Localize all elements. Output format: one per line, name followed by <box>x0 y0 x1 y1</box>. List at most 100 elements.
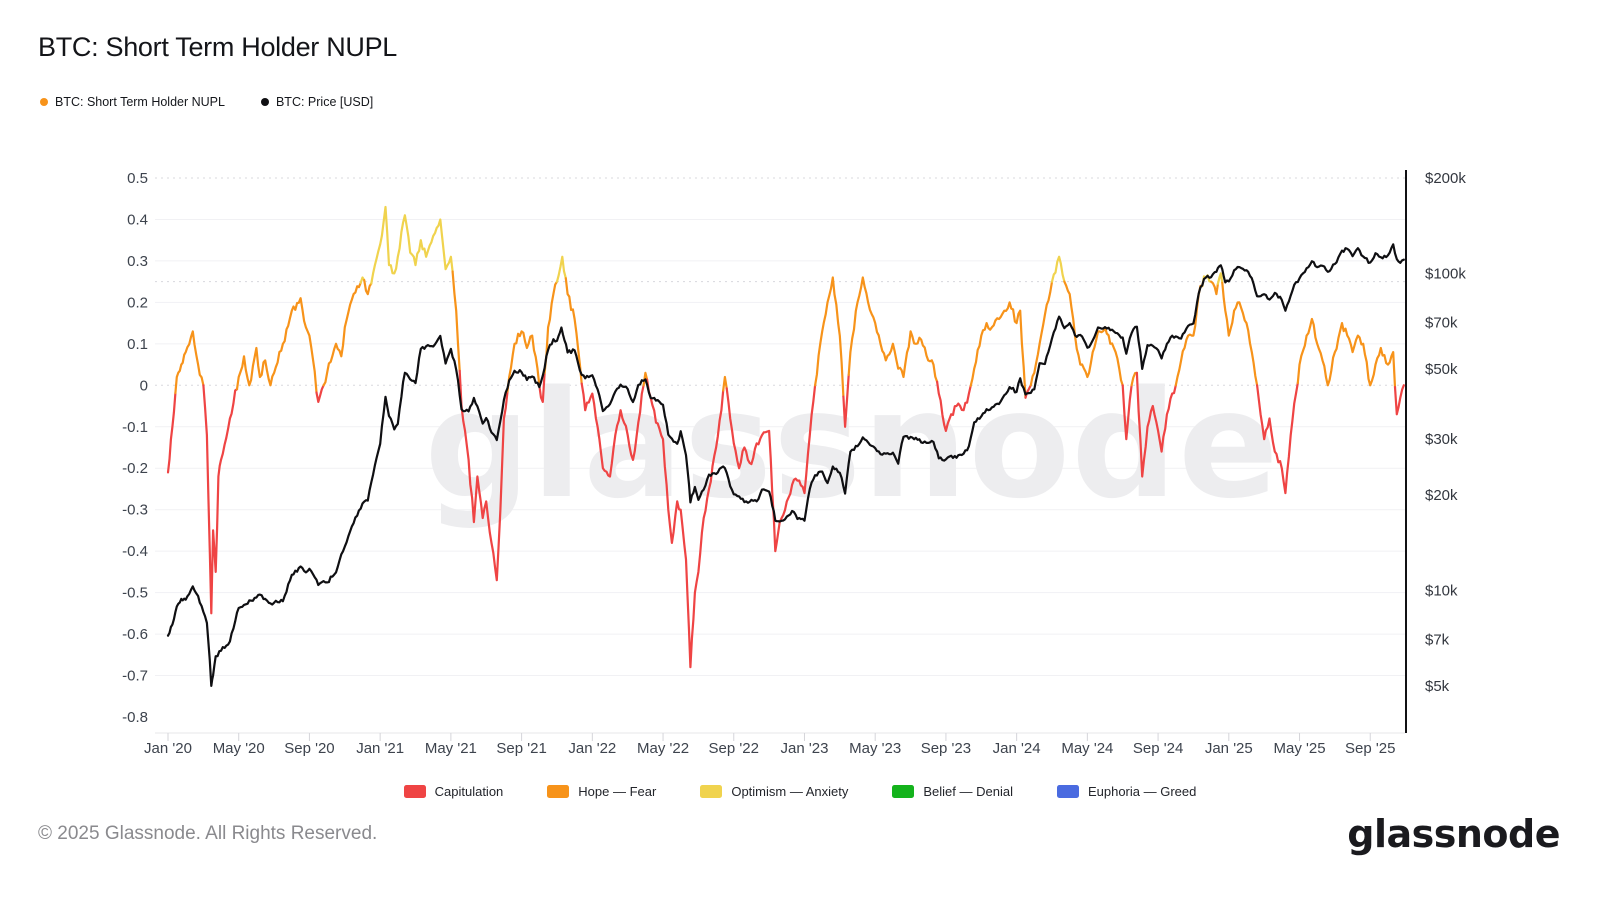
right-axis-tick-label: $50k <box>1425 361 1458 378</box>
band-legend-label: Belief — Denial <box>923 784 1013 799</box>
left-axis-tick-label: -0.3 <box>122 502 148 519</box>
x-axis-tick-label: Jan '25 <box>1205 740 1253 757</box>
glassnode-watermark-icon: glassnode <box>424 359 1279 531</box>
top-legend: BTC: Short Term Holder NUPL BTC: Price [… <box>40 95 373 109</box>
nupl-series-line <box>1216 272 1224 285</box>
band-swatch-icon <box>1056 785 1079 798</box>
top-legend-price-label: BTC: Price [USD] <box>275 95 374 109</box>
left-axis-tick-label: -0.7 <box>122 668 148 685</box>
right-axis-tick-label: $30k <box>1425 431 1458 448</box>
nupl-series-line <box>1029 280 1054 387</box>
copyright-text: © 2025 Glassnode. All Rights Reserved. <box>38 823 378 844</box>
price-series-line <box>166 243 1405 687</box>
right-axis-tick-label: $200k <box>1425 170 1466 187</box>
x-axis-tick-label: May '22 <box>637 740 689 757</box>
nupl-series-line <box>166 391 177 474</box>
nupl-series-line <box>506 330 541 393</box>
nupl-series-line <box>564 277 583 385</box>
left-axis-tick-label: 0.2 <box>127 294 148 311</box>
nupl-series-line <box>363 279 373 296</box>
nupl-series-line <box>1050 255 1066 283</box>
x-axis-tick-label: Sep '22 <box>709 740 759 757</box>
band-swatch-icon <box>700 785 723 798</box>
nupl-series-line <box>458 369 509 582</box>
band-legend-item-1[interactable]: Hope — Fear <box>547 784 656 799</box>
left-axis-tick-label: 0.5 <box>127 170 148 187</box>
band-legend-item-3[interactable]: Belief — Denial <box>892 784 1013 799</box>
x-axis-tick-label: Jan '24 <box>993 740 1041 757</box>
nupl-series-line <box>538 371 546 403</box>
glassnode-logo: glassnode <box>1347 812 1560 856</box>
nupl-series-line <box>451 270 461 372</box>
nupl-series-line <box>646 378 725 669</box>
band-swatch-icon <box>547 785 570 798</box>
top-legend-item-price[interactable]: BTC: Price [USD] <box>260 95 374 109</box>
right-axis-tick-label: $7k <box>1425 632 1450 649</box>
top-legend-item-nupl[interactable]: BTC: Short Term Holder NUPL <box>40 95 225 109</box>
right-axis-tick-label: $20k <box>1425 487 1458 504</box>
x-axis-tick-label: Jan '23 <box>781 740 829 757</box>
band-legend-item-4[interactable]: Euphoria — Greed <box>1056 784 1197 799</box>
x-axis-tick-label: May '24 <box>1061 740 1113 757</box>
nupl-series-line <box>1221 281 1259 387</box>
left-axis-tick-label: 0.1 <box>127 336 148 353</box>
nupl-series-line <box>842 373 850 428</box>
nupl-series-line <box>235 297 318 394</box>
nupl-series-line <box>202 384 239 615</box>
x-axis-tick-label: Sep '21 <box>496 740 546 757</box>
left-axis-tick-label: -0.5 <box>122 585 148 602</box>
band-legend-label: Capitulation <box>434 784 504 799</box>
nupl-series-line <box>1121 384 1133 441</box>
x-axis-tick-label: Sep '23 <box>921 740 971 757</box>
x-axis-tick-label: May '21 <box>425 740 477 757</box>
left-axis-tick-label: 0.4 <box>127 211 148 228</box>
right-axis-tick-label: $100k <box>1425 265 1466 282</box>
price-series-dot-icon <box>260 98 269 106</box>
x-axis-tick-label: Jan '22 <box>568 740 616 757</box>
x-axis-tick-label: Jan '20 <box>144 740 192 757</box>
x-axis-tick-label: May '20 <box>213 740 265 757</box>
nupl-series-line <box>969 301 1027 399</box>
x-axis-tick-label: May '23 <box>849 740 901 757</box>
nupl-series-line <box>725 384 817 553</box>
left-axis-tick-label: -0.2 <box>122 460 148 477</box>
nupl-series-line <box>580 382 645 478</box>
left-axis-tick-label: -0.4 <box>122 543 148 560</box>
band-legend-item-2[interactable]: Optimism — Anxiety <box>700 784 848 799</box>
nupl-series-line <box>370 205 454 285</box>
left-axis-tick-label: 0.3 <box>127 253 148 270</box>
right-axis-tick-label: $10k <box>1425 582 1458 599</box>
band-legend-label: Euphoria — Greed <box>1087 784 1197 799</box>
left-axis-tick-label: 0 <box>140 377 148 394</box>
x-axis-tick-label: Sep '24 <box>1133 740 1183 757</box>
nupl-series-line <box>1256 381 1299 495</box>
nupl-series-line <box>555 255 567 283</box>
page-title: BTC: Short Term Holder NUPL <box>38 32 398 62</box>
nupl-series-line <box>174 330 205 395</box>
band-legend-label: Hope — Fear <box>578 784 657 799</box>
nupl-series-line <box>722 375 728 392</box>
band-legend: Capitulation Hope — Fear Optimism — Anxiet… <box>0 784 1600 799</box>
x-axis-tick-label: Sep '20 <box>284 740 334 757</box>
band-swatch-icon <box>403 785 426 798</box>
nupl-series-line <box>1296 317 1397 389</box>
x-axis-tick-label: May '25 <box>1273 740 1325 757</box>
x-axis-tick-label: Jan '21 <box>356 740 404 757</box>
nupl-series-line <box>814 276 845 398</box>
band-swatch-icon <box>892 785 915 798</box>
nupl-series-line <box>543 280 559 375</box>
band-legend-label: Optimism — Anxiety <box>731 784 849 799</box>
nupl-series-dot-icon <box>40 98 48 106</box>
nupl-series-line <box>936 380 972 432</box>
right-axis-tick-label: $5k <box>1425 678 1450 695</box>
nupl-series-line <box>315 384 325 403</box>
right-axis-tick-label: $70k <box>1425 315 1458 332</box>
nupl-series-line <box>322 281 362 387</box>
left-axis-tick-label: -0.8 <box>122 709 148 726</box>
x-axis-tick-label: Sep '25 <box>1345 740 1395 757</box>
band-legend-item-0[interactable]: Capitulation <box>403 784 504 799</box>
nupl-series-line <box>847 276 939 383</box>
left-axis-tick-label: -0.1 <box>122 419 148 436</box>
nupl-series-line <box>1063 280 1124 387</box>
